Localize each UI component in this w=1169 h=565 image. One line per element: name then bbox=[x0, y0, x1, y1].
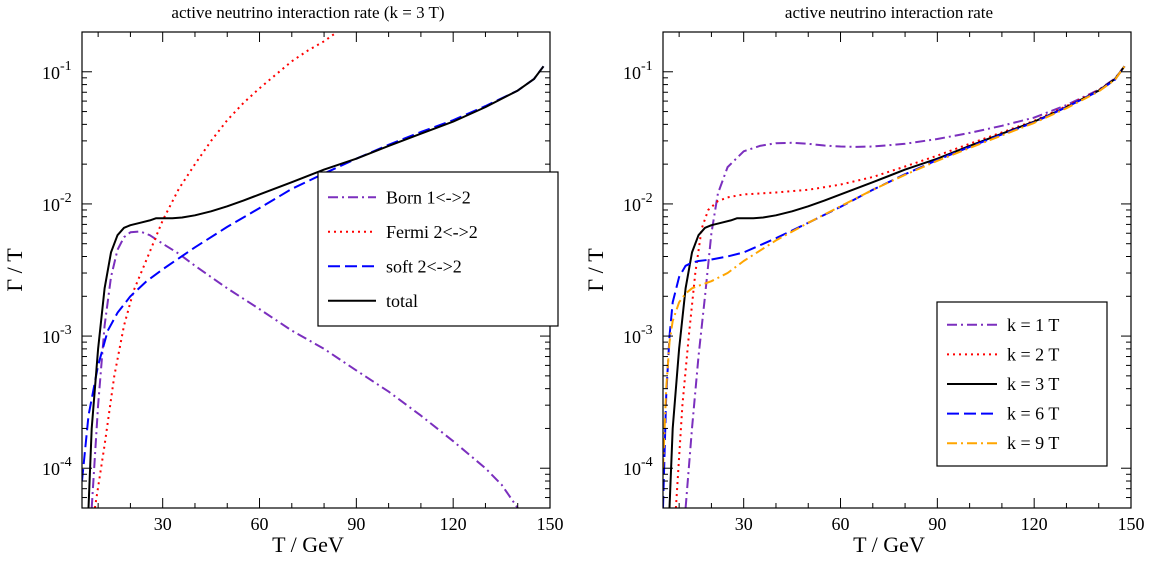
y-tick-exp: -1 bbox=[60, 59, 72, 74]
y-tick-base: 10 bbox=[623, 63, 641, 83]
chart-title: active neutrino interaction rate bbox=[785, 3, 993, 22]
series-line-0 bbox=[684, 65, 1126, 508]
y-tick-label: 10-1 bbox=[42, 59, 72, 83]
y-tick-base: 10 bbox=[623, 327, 641, 347]
series-line-1 bbox=[674, 65, 1126, 508]
series-line-4 bbox=[663, 65, 1126, 469]
y-axis-label: Γ / T bbox=[583, 248, 608, 292]
x-tick-label: 90 bbox=[928, 514, 946, 534]
series-line-1 bbox=[93, 32, 338, 508]
y-tick-exp: -4 bbox=[641, 455, 653, 470]
series-group bbox=[82, 32, 545, 508]
x-tick-label: 90 bbox=[347, 514, 365, 534]
y-tick-exp: -1 bbox=[641, 59, 653, 74]
series-line-2 bbox=[82, 65, 545, 482]
y-tick-base: 10 bbox=[42, 195, 60, 215]
y-tick-base: 10 bbox=[623, 195, 641, 215]
legend-label-1: k = 2 T bbox=[1007, 344, 1059, 364]
y-tick-base: 10 bbox=[42, 327, 60, 347]
plot-frame bbox=[662, 31, 1132, 509]
x-tick-label: 30 bbox=[735, 514, 753, 534]
y-tick-label: 10-1 bbox=[623, 59, 653, 83]
chart-title: active neutrino interaction rate (k = 3 … bbox=[171, 3, 444, 22]
x-tick-label: 120 bbox=[440, 514, 467, 534]
legend-label-4: k = 9 T bbox=[1007, 433, 1059, 453]
y-tick-label: 10-2 bbox=[42, 191, 72, 215]
legend: Born 1<->2 Fermi 2<->2 soft 2<->2 total bbox=[317, 171, 559, 327]
x-tick-label: 60 bbox=[251, 514, 269, 534]
y-tick-exp: -3 bbox=[60, 323, 72, 338]
x-axis-label: T / GeV bbox=[272, 532, 344, 557]
legend-label-3: total bbox=[386, 291, 418, 311]
y-tick-label: 10-4 bbox=[623, 455, 653, 479]
series-line-0 bbox=[90, 230, 519, 508]
legend: k = 1 T k = 2 T k = 3 T k = 6 T k = 9 T bbox=[936, 301, 1108, 467]
y-axis-label: Γ / T bbox=[2, 248, 27, 292]
y-tick-label: 10-2 bbox=[623, 191, 653, 215]
x-tick-label: 150 bbox=[1118, 514, 1145, 534]
y-tick-exp: -3 bbox=[641, 323, 653, 338]
y-tick-exp: -2 bbox=[641, 191, 653, 206]
y-tick-base: 10 bbox=[623, 459, 641, 479]
legend-label-0: Born 1<->2 bbox=[386, 187, 471, 207]
y-tick-label: 10-3 bbox=[42, 323, 72, 347]
y-tick-exp: -4 bbox=[60, 455, 72, 470]
x-tick-label: 30 bbox=[154, 514, 172, 534]
y-tick-exp: -2 bbox=[60, 191, 72, 206]
y-tick-base: 10 bbox=[42, 63, 60, 83]
x-tick-label: 120 bbox=[1021, 514, 1048, 534]
y-tick-base: 10 bbox=[42, 459, 60, 479]
series-group bbox=[663, 65, 1126, 508]
y-tick-label: 10-3 bbox=[623, 323, 653, 347]
y-tick-label: 10-4 bbox=[42, 455, 72, 479]
x-axis-label: T / GeV bbox=[853, 532, 925, 557]
legend-label-3: k = 6 T bbox=[1007, 404, 1059, 424]
legend-label-2: soft 2<->2 bbox=[386, 256, 462, 276]
left-chart: active neutrino interaction rate (k = 3 … bbox=[2, 3, 564, 557]
x-tick-label: 60 bbox=[832, 514, 850, 534]
right-chart: active neutrino interaction rate 30 60 90 12… bbox=[583, 3, 1145, 557]
legend-label-1: Fermi 2<->2 bbox=[386, 222, 478, 242]
series-line-3 bbox=[87, 65, 545, 508]
legend-label-2: k = 3 T bbox=[1007, 374, 1059, 394]
x-tick-label: 150 bbox=[537, 514, 564, 534]
legend-label-0: k = 1 T bbox=[1007, 315, 1059, 335]
